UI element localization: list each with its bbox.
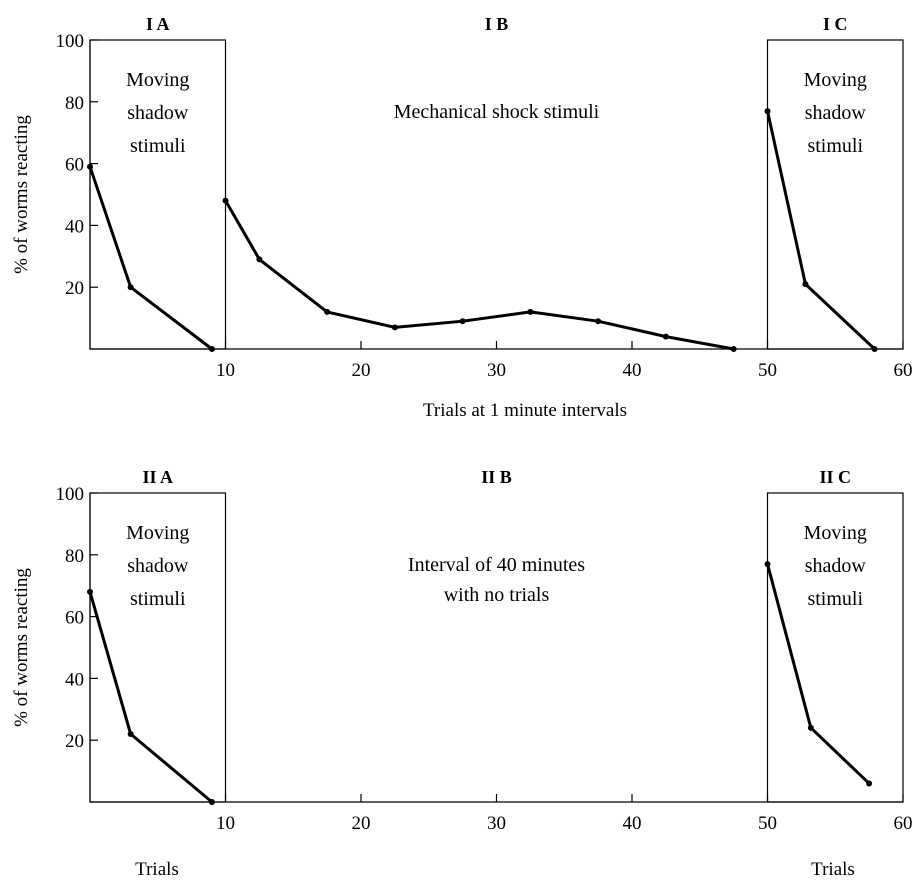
series-line [88,165,214,351]
data-point [662,333,669,340]
x-tick-label: 20 [352,813,371,834]
y-axis-title: % of worms reacting [11,115,32,274]
x-tick-label: 50 [758,360,777,381]
data-point [807,724,814,731]
section-annotation: shadow [127,555,189,577]
section-title: II B [481,467,512,487]
section-annotation: Interval of 40 minutes [408,554,585,576]
x-tick-label: 40 [623,360,642,381]
x-tick-label: 60 [894,360,913,381]
data-point [87,163,93,170]
data-point [127,284,134,291]
chart-panel-II: 20 40 60 80 100 10 20 30 40 50 60 % of worms reacti… [11,467,913,880]
x-tick-label: 50 [758,813,777,834]
chart-panel-I: 20 40 60 80 100 10 20 30 40 50 60 % of worms reacti… [11,14,913,421]
y-tick-label: 20 [65,731,84,752]
x-axis-title-right: Trials [811,859,855,880]
y-tick-label: 100 [56,484,85,505]
y-tick-label: 80 [65,546,84,567]
section-box [766,39,904,350]
section-title: II C [819,467,851,487]
data-point [208,799,215,805]
section-annotation: Moving [804,522,867,544]
x-axis-title: Trials at 1 minute intervals [423,400,627,421]
y-tick-label: 60 [65,608,84,629]
x-tick-label: 60 [894,813,913,834]
section-annotation: with no trials [444,584,550,606]
y-tick-label: 40 [65,216,84,237]
section-title: I A [146,14,170,34]
section-annotation: Moving [126,69,189,91]
data-point [256,256,263,263]
y-tick-label: 20 [65,278,84,299]
section-annotation: shadow [127,102,189,124]
section-annotation: shadow [805,555,867,577]
section-box [766,492,904,803]
section-box [89,492,227,803]
section-annotation: Moving [804,69,867,91]
data-point [866,780,873,787]
data-point [802,281,809,288]
section-box [89,39,227,350]
y-tick-label: 80 [65,93,84,114]
data-point [871,346,878,352]
data-point [222,197,229,204]
section-annotation: shadow [805,102,867,124]
y-tick-label: 60 [65,155,84,176]
series-line [88,590,214,804]
section-title: I B [485,14,509,34]
x-tick-label: 10 [216,813,235,834]
y-tick-label: 40 [65,669,84,690]
y-axis-title: % of worms reacting [11,568,32,727]
y-tick-label: 100 [56,31,85,52]
section-annotation: stimuli [130,588,186,610]
x-axis-title-left: Trials [135,859,179,880]
data-point [527,308,534,315]
data-point [764,561,771,568]
data-point [459,318,466,325]
x-tick-label: 40 [623,813,642,834]
x-tick-label: 30 [487,813,506,834]
section-annotation: stimuli [130,135,186,157]
section-annotation: stimuli [807,588,863,610]
section-title: II A [142,467,173,487]
data-point [208,346,215,352]
x-tick-label: 30 [487,360,506,381]
x-tick-label: 10 [216,360,235,381]
series-line [224,199,736,351]
x-tick-label: 20 [352,360,371,381]
data-point [324,308,331,315]
data-point [764,108,771,115]
section-annotation: stimuli [807,135,863,157]
section-annotation: Mechanical shock stimuli [394,101,600,123]
data-point [87,588,93,595]
section-annotation: Moving [126,522,189,544]
data-point [730,346,737,352]
data-point [391,324,398,331]
data-point [595,318,602,325]
section-title: I C [823,14,848,34]
data-point [127,731,134,738]
